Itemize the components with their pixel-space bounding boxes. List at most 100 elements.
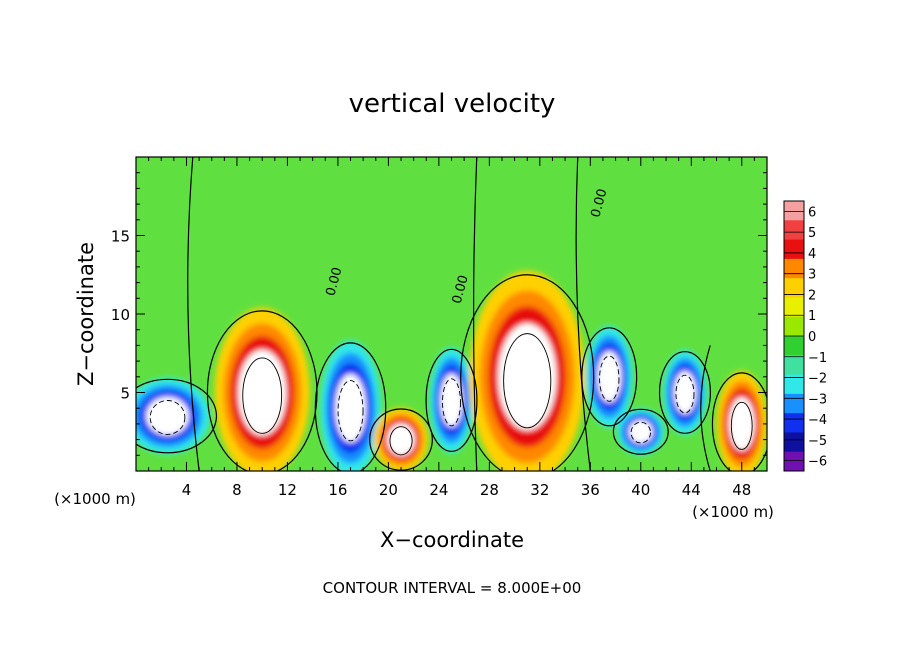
colorbar-swatch — [784, 316, 804, 337]
velocity-cell — [136, 377, 211, 455]
colorbar-swatch — [784, 355, 804, 376]
contour-line — [337, 380, 364, 442]
colorbar-tick-label: −1 — [808, 351, 827, 366]
colorbar-tick-label: −4 — [808, 413, 827, 428]
colorbar-swatch — [784, 413, 804, 433]
x-axis-label: X−coordinate — [380, 528, 524, 552]
x-axis: 4 8 12 16 20 24 28 32 36 40 44 48 — [148, 157, 755, 499]
plot-area: 0.00 0.00 0.00 — [136, 157, 767, 471]
contour-label: 0.00 — [324, 266, 346, 298]
velocity-cell — [373, 407, 429, 471]
contour-line — [630, 421, 651, 444]
x-tick-label: 24 — [429, 481, 448, 499]
colorbar-swatch — [784, 451, 804, 472]
x-tick-label: 32 — [530, 481, 549, 499]
colorbar-tick-label: 0 — [808, 330, 816, 345]
contour-line — [206, 310, 318, 471]
colorbar-tick-label: 1 — [808, 309, 816, 324]
colorbar-swatch — [784, 220, 804, 241]
x-unit-left: (×1000 m) — [54, 490, 136, 508]
velocity-cell — [662, 350, 708, 435]
velocity-cell — [469, 270, 586, 471]
colorbar-tick-label: 5 — [808, 226, 816, 241]
contour-line — [442, 378, 461, 427]
contour-line — [711, 372, 767, 471]
contour-line — [136, 378, 218, 454]
y-tick-label: 15 — [111, 228, 130, 246]
velocity-band — [498, 323, 557, 431]
y-axis-label: Z−coordinate — [74, 242, 98, 386]
contour-line — [675, 374, 695, 414]
velocity-cell — [214, 307, 310, 471]
contour-line — [389, 426, 413, 456]
colorbar: 6 5 4 3 2 1 0 −1 −2 −3 −4 −5 −6 — [783, 200, 827, 472]
x-tick-label: 40 — [631, 481, 650, 499]
contour-line — [503, 333, 552, 429]
colorbar-swatch — [784, 239, 804, 260]
velocity-cell — [616, 408, 665, 456]
velocity-band — [728, 397, 755, 451]
x-tick-label: 12 — [278, 481, 297, 499]
contour-line — [730, 401, 753, 450]
x-tick-label: 16 — [328, 481, 347, 499]
chart-title: vertical velocity — [349, 89, 556, 119]
velocity-band — [238, 349, 287, 436]
colorbar-swatch — [784, 393, 804, 414]
x-tick-label: 8 — [232, 481, 242, 499]
contour-line — [472, 157, 478, 471]
velocity-band — [440, 373, 463, 428]
contour-line — [149, 400, 186, 435]
velocity-band — [597, 351, 622, 403]
colorbar-swatch — [784, 336, 804, 356]
colorbar-swatch — [784, 258, 804, 279]
contour-label: 0.00 — [450, 274, 472, 306]
velocity-band — [628, 420, 653, 444]
velocity-cell — [319, 340, 382, 471]
colorbar-tick-label: −6 — [808, 455, 827, 470]
contour-line — [581, 327, 638, 427]
contour-line — [187, 157, 200, 471]
colorbar-tick-label: −3 — [808, 392, 827, 407]
contour-line — [425, 348, 478, 452]
x-tick-label: 4 — [182, 481, 192, 499]
velocity-band — [146, 396, 190, 436]
colorbar-swatch — [784, 374, 804, 395]
colorbar-tick-label: −2 — [808, 372, 827, 387]
velocity-cell — [429, 347, 474, 454]
contour-line — [575, 157, 591, 471]
velocity-cell — [585, 325, 634, 428]
velocity-band — [673, 371, 697, 414]
velocity-cell — [716, 370, 767, 471]
y-axis: 5 10 15 — [111, 172, 767, 456]
colorbar-tick-label: 3 — [808, 268, 816, 283]
contour-label: 0.00 — [589, 187, 611, 219]
x-tick-label: 36 — [581, 481, 600, 499]
contour-line — [460, 274, 595, 471]
colorbar-tick-label: 4 — [808, 247, 816, 262]
colorbar-tick-label: −5 — [808, 434, 827, 449]
colorbar-swatch — [784, 297, 804, 318]
x-unit-right: (×1000 m) — [692, 503, 774, 521]
velocity-band — [335, 374, 366, 443]
colorbar-tick-label: 2 — [808, 288, 816, 303]
contour-line — [242, 357, 283, 434]
contour-interval-note: CONTOUR INTERVAL = 8.000E+00 — [323, 579, 582, 597]
colorbar-swatch — [784, 432, 804, 453]
x-tick-label: 20 — [379, 481, 398, 499]
colorbar-swatch — [784, 201, 804, 221]
contour-line — [314, 342, 387, 471]
colorbar-swatch — [784, 278, 804, 298]
contour-lines: 0.00 0.00 0.00 — [136, 157, 767, 471]
contour-line — [612, 408, 669, 455]
y-tick-label: 5 — [120, 385, 130, 403]
velocity-field — [136, 270, 767, 471]
x-tick-label: 44 — [682, 481, 701, 499]
contour-line — [658, 351, 711, 434]
x-tick-label: 28 — [480, 481, 499, 499]
x-tick-label: 48 — [732, 481, 751, 499]
y-tick-label: 10 — [111, 306, 130, 324]
colorbar-tick-label: 6 — [808, 205, 816, 220]
contour-line — [599, 355, 620, 402]
velocity-band — [387, 423, 415, 456]
